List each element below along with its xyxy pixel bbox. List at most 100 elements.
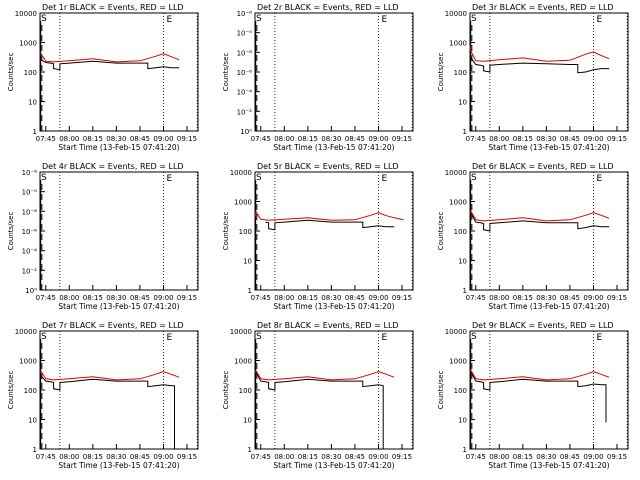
end-marker-label: E [381,15,387,25]
plot-frame [254,12,414,132]
x-tick-label: 08:15 [298,453,318,461]
y-tick-label: 10000 [445,169,467,177]
end-marker-label: E [166,174,172,184]
x-tick-label: 09:00 [368,453,388,461]
lld-series-line [469,210,610,222]
y-tick-label: 10 [458,417,467,425]
y-axis-label: Counts/sec [437,53,445,92]
y-tick-label: 10000 [15,328,37,336]
panel-title: Det 5r BLACK = Events, RED = LLD [257,162,399,171]
x-tick-label: 09:15 [392,453,412,461]
y-tick-label: 10⁻² [237,108,253,116]
events-series-line [39,374,175,449]
y-tick-label: 10⁻⁰ [237,30,253,38]
y-tick-label: 100 [454,387,467,395]
x-tick-label: 08:45 [345,135,365,143]
x-tick-label: 08:45 [560,294,580,302]
y-tick-label: 1 [248,287,252,295]
y-tick-label: 10⁻⁸ [237,49,253,57]
y-tick-label: 1000 [449,358,467,366]
events-series-line [254,370,384,449]
start-marker-label: S [256,173,262,183]
y-axis-label: Counts/sec [7,371,15,410]
x-tick-label: 08:45 [345,294,365,302]
y-tick-label: 10 [458,258,467,266]
y-tick-label: 10⁻⁸ [22,208,38,216]
x-tick-label: 08:15 [298,294,318,302]
y-tick-label: 100 [24,69,37,77]
x-tick-label: 07:45 [466,453,486,461]
y-tick-label: 10 [28,417,37,425]
y-axis-label: Counts/sec [437,212,445,251]
x-tick-label: 08:30 [536,294,556,302]
x-tick-label: 08:30 [106,294,126,302]
y-tick-label: 10⁻⁶ [22,169,38,177]
end-marker-label: E [166,15,172,25]
x-tick-label: 08:45 [560,453,580,461]
x-tick-label: 09:00 [153,294,173,302]
panel-8: Det 8r BLACK = Events, RED = LLD S E 1 10 100… [222,321,414,470]
y-tick-label: 10000 [445,328,467,336]
y-tick-label: 10⁻⁴ [237,89,253,97]
x-tick-label: 09:15 [177,453,197,461]
end-marker-label: E [596,174,602,184]
events-series-line [469,370,607,423]
plot-frame [469,330,629,450]
x-tick-label: 09:15 [392,135,412,143]
y-tick-label: 100 [454,228,467,236]
y-tick-label: 100 [239,228,252,236]
x-tick-label: 08:00 [489,135,509,143]
x-tick-label: 08:00 [59,294,79,302]
x-tick-label: 09:15 [607,453,627,461]
x-tick-label: 09:15 [607,135,627,143]
start-marker-label: S [471,173,477,183]
x-tick-label: 09:00 [153,453,173,461]
x-tick-label: 08:00 [274,294,294,302]
x-tick-label: 09:15 [607,294,627,302]
x-axis-label: Start Time (13-Feb-15 07:41:20) [58,461,179,470]
x-tick-label: 07:45 [466,294,486,302]
x-tick-label: 07:45 [251,294,271,302]
y-axis-label: Counts/sec [7,53,15,92]
x-tick-label: 08:45 [130,135,150,143]
y-tick-label: 10000 [445,10,467,18]
x-tick-label: 08:00 [489,453,509,461]
y-axis-label: Counts/sec [222,53,230,92]
panel-5: Det 5r BLACK = Events, RED = LLD S E 1 10 100… [222,162,414,311]
start-marker-label: S [256,332,262,342]
panel-title: Det 2r BLACK = Events, RED = LLD [257,3,399,12]
plot-frame [39,171,199,291]
plot-frame [469,171,629,291]
x-tick-label: 09:00 [153,135,173,143]
y-tick-label: 1000 [449,199,467,207]
x-tick-label: 09:15 [177,135,197,143]
x-tick-label: 08:30 [321,294,341,302]
x-axis-label: Start Time (13-Feb-15 07:41:20) [273,461,394,470]
panel-title: Det 3r BLACK = Events, RED = LLD [472,3,614,12]
y-tick-label: 10⁻⁶ [237,69,253,77]
end-marker-label: E [166,333,172,343]
x-tick-label: 08:45 [130,453,150,461]
y-tick-label: 10⁻⁶ [237,10,253,18]
x-tick-label: 09:00 [368,135,388,143]
end-marker-label: E [381,174,387,184]
end-marker-label: E [596,15,602,25]
y-tick-label: 1 [33,128,37,136]
panel-9: Det 9r BLACK = Events, RED = LLD S E 1 10 100… [437,321,629,470]
x-tick-label: 08:15 [83,453,103,461]
x-tick-label: 07:45 [36,294,56,302]
x-tick-label: 07:45 [466,135,486,143]
x-tick-label: 08:15 [83,294,103,302]
x-tick-label: 08:30 [536,453,556,461]
y-tick-label: 1000 [234,199,252,207]
y-tick-label: 10⁻⁰ [22,189,38,197]
y-tick-label: 1 [463,446,467,454]
x-tick-label: 08:30 [321,453,341,461]
y-tick-label: 1 [248,446,252,454]
y-tick-label: 1 [463,128,467,136]
panel-title: Det 1r BLACK = Events, RED = LLD [42,3,184,12]
y-tick-label: 100 [454,69,467,77]
plot-frame [39,12,199,132]
y-tick-label: 10000 [230,328,252,336]
y-axis-label: Counts/sec [7,212,15,251]
